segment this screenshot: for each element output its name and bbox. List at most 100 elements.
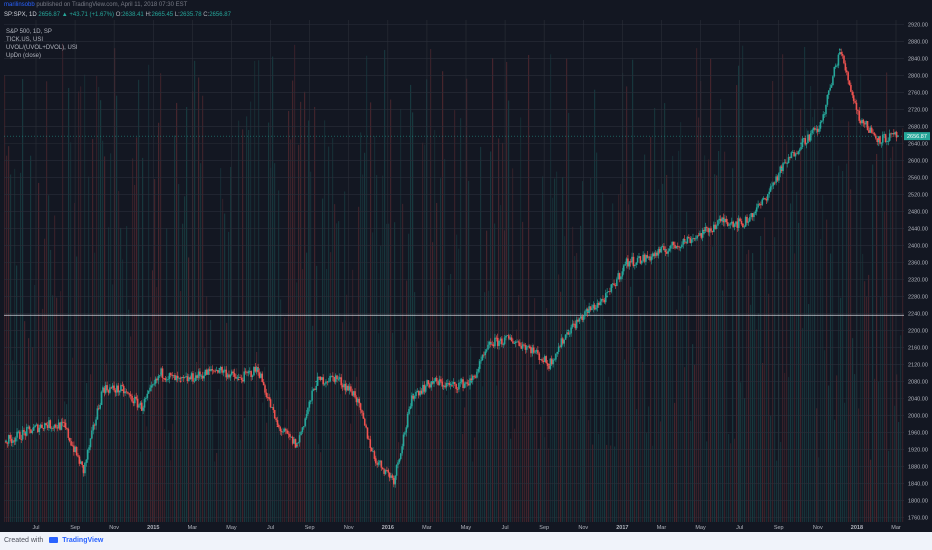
indicator-bar <box>390 99 392 522</box>
candle-body <box>42 427 45 429</box>
indicator-bar <box>724 151 726 522</box>
candle-body <box>863 123 866 125</box>
indicator-bar <box>460 118 462 522</box>
candle-body <box>212 370 215 372</box>
indicator-bar <box>586 304 588 522</box>
candle-body <box>718 218 721 221</box>
indicator-bar <box>720 99 722 523</box>
price-chart[interactable]: Jul Sep Nov 2015 Mar May Jul Sep Nov 2016 Mar May Ju… <box>0 20 932 532</box>
tradingview-link[interactable]: TradingView <box>62 537 104 544</box>
candle-body <box>537 350 539 354</box>
author-link[interactable]: marilinsobb <box>4 2 35 8</box>
data-point <box>800 142 802 145</box>
x-tick-label: Sep <box>774 525 784 531</box>
candle-body <box>514 341 517 344</box>
candle-body <box>161 368 164 379</box>
candle-body <box>370 447 373 452</box>
candle-body <box>268 397 270 400</box>
indicator-bar <box>572 226 574 522</box>
candle-body <box>157 376 160 381</box>
candle-body <box>397 462 399 465</box>
candle-body <box>765 199 768 201</box>
candle-body <box>524 345 527 350</box>
y-tick-label: 2040.00 <box>908 397 928 403</box>
candle-body <box>207 369 210 375</box>
candle-body <box>876 138 879 143</box>
data-point <box>160 372 163 375</box>
candle-body <box>128 393 131 395</box>
candle-body <box>70 441 72 446</box>
indicator-bar <box>198 77 200 523</box>
indicator-bar <box>810 86 812 523</box>
candle-body <box>879 136 881 144</box>
indicator-bar <box>110 153 112 523</box>
high-label: H: <box>145 12 152 18</box>
data-point <box>63 425 66 428</box>
indicator-bar <box>574 256 576 522</box>
indicator-bar <box>708 159 710 522</box>
candle-body <box>467 383 470 386</box>
candle-body <box>591 308 593 311</box>
legend-item-updn[interactable]: UpDn (close) <box>6 53 42 59</box>
candle-body <box>309 400 312 402</box>
candle-body <box>850 85 852 92</box>
indicator-bar <box>732 168 734 523</box>
legend-item-tick[interactable]: TICK.US, USI <box>6 37 44 43</box>
candle-body <box>505 335 507 338</box>
candle-body <box>465 382 467 384</box>
candle-body <box>12 440 14 444</box>
data-point <box>858 116 861 119</box>
indicator-bar <box>662 183 664 522</box>
indicator-bar <box>560 291 562 522</box>
candle-body <box>733 224 736 227</box>
indicator-bar <box>124 392 126 522</box>
indicator-bar <box>430 49 432 522</box>
indicator-bar <box>360 132 362 522</box>
candle-body <box>96 408 99 420</box>
candle-body <box>700 233 703 238</box>
candle-body <box>293 439 295 444</box>
candle-body <box>888 133 891 141</box>
candle-body <box>375 458 377 464</box>
candle-body <box>613 283 615 286</box>
indicator-bar <box>556 171 558 522</box>
x-tick-label: May <box>226 525 237 531</box>
indicator-bar <box>682 293 684 522</box>
symbol-label[interactable]: SP:SPX, 1D <box>4 12 37 18</box>
indicator-bar <box>858 408 860 522</box>
candle-body <box>59 422 61 430</box>
y-tick-label: 1920.00 <box>908 448 928 454</box>
indicator-bar <box>96 76 98 522</box>
candle-body <box>740 221 743 225</box>
data-point <box>412 393 415 396</box>
legend-item-spx[interactable]: S&P 500, 1D, SP <box>6 29 52 35</box>
indicator-bar <box>826 219 828 522</box>
candle-body <box>634 264 636 267</box>
indicator-bar <box>660 421 662 522</box>
candle-body <box>606 292 608 294</box>
candle-body <box>775 176 777 183</box>
indicator-bar <box>54 215 56 523</box>
indicator-bar <box>488 290 490 522</box>
y-tick-label: 2360.00 <box>908 260 928 266</box>
candle-body <box>160 368 162 376</box>
candle-body <box>742 224 744 228</box>
indicator-bar <box>210 320 212 522</box>
indicator-bar <box>480 146 482 522</box>
indicator-bar <box>784 372 786 522</box>
indicator-bar <box>612 203 614 523</box>
candle-body <box>635 262 638 265</box>
legend-item-uvol[interactable]: UVOL/(UVOL+DVOL), USI <box>6 45 78 51</box>
x-tick-label: Mar <box>422 525 432 531</box>
indicator-bar <box>524 412 526 522</box>
indicator-bar <box>62 43 64 522</box>
publish-info: marilinsobb published on TradingView.com… <box>0 0 932 10</box>
candle-body <box>146 393 149 398</box>
y-tick-label: 2720.00 <box>908 107 928 113</box>
candle-body <box>64 422 67 429</box>
indicator-bar <box>746 254 748 522</box>
indicator-bar <box>604 319 606 522</box>
indicator-bar <box>722 290 724 522</box>
candle-body <box>821 120 823 122</box>
candle-body <box>408 409 410 414</box>
